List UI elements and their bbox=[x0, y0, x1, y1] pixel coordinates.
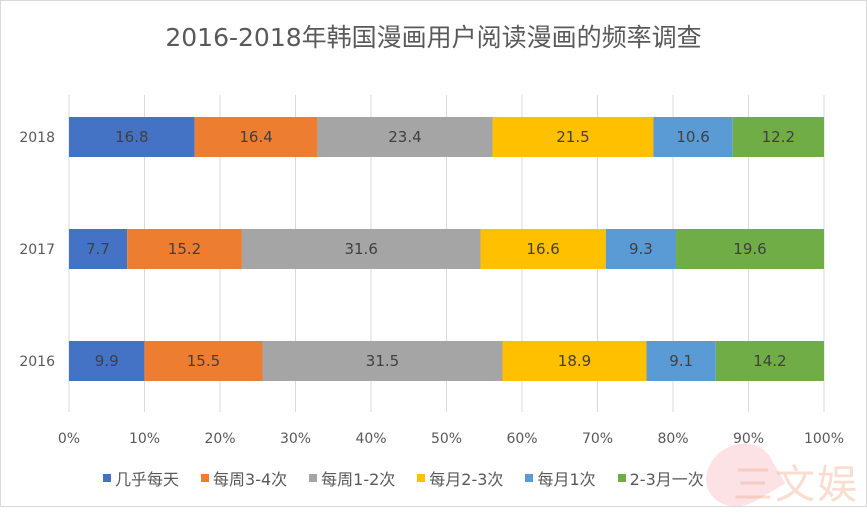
data-label: 15.5 bbox=[187, 352, 220, 370]
bar-segment bbox=[492, 117, 654, 157]
bar-segment bbox=[502, 341, 647, 381]
legend-swatch bbox=[103, 474, 111, 482]
data-label: 9.1 bbox=[669, 352, 693, 370]
data-label: 10.6 bbox=[676, 128, 709, 146]
y-tick-label: 2018 bbox=[19, 130, 55, 146]
legend-swatch bbox=[309, 474, 318, 482]
x-tick-label: 100% bbox=[804, 431, 844, 447]
data-label: 23.4 bbox=[388, 128, 421, 146]
bar-segment bbox=[194, 117, 318, 157]
bar-segment bbox=[69, 229, 128, 269]
legend-label: 几乎每天 bbox=[115, 470, 180, 489]
legend-label: 每月1次 bbox=[537, 470, 596, 489]
legend-label: 每周1-2次 bbox=[321, 470, 396, 489]
bar-segment bbox=[653, 117, 733, 157]
bar-segment bbox=[715, 341, 824, 381]
bar-segment bbox=[144, 341, 263, 381]
plot-area: 0% 10% 20% 30% 40% 50% 60% 70% 80% 90% 100% 2018 16.… bbox=[19, 95, 844, 447]
x-tick-label: 90% bbox=[733, 431, 764, 447]
watermark: 三文娱 bbox=[733, 462, 859, 508]
data-label: 16.8 bbox=[115, 128, 148, 146]
x-tick-label: 10% bbox=[129, 431, 160, 447]
data-label: 12.2 bbox=[762, 128, 795, 146]
legend-item: 2-3月一次 bbox=[617, 466, 704, 490]
bar-segment bbox=[241, 229, 481, 269]
legend-label: 每月2-3次 bbox=[429, 470, 504, 489]
x-tick-label: 30% bbox=[280, 431, 311, 447]
bar-segment bbox=[317, 117, 493, 157]
y-tick-label: 2017 bbox=[19, 242, 55, 258]
bar-segment bbox=[480, 229, 606, 269]
data-label: 19.6 bbox=[733, 240, 766, 258]
x-tick-label: 20% bbox=[204, 431, 235, 447]
x-tick-label: 0% bbox=[58, 431, 80, 447]
bar-segment bbox=[732, 117, 824, 157]
data-label: 7.7 bbox=[86, 240, 110, 258]
bar-segment bbox=[69, 117, 195, 157]
data-label: 14.2 bbox=[753, 352, 786, 370]
legend-item: 每周3-4次 bbox=[201, 466, 287, 490]
legend-label: 2-3月一次 bbox=[629, 470, 704, 489]
data-label: 18.9 bbox=[558, 352, 591, 370]
legend-item: 每月1次 bbox=[525, 466, 596, 490]
legend-item: 每月2-3次 bbox=[417, 466, 503, 490]
data-label: 9.9 bbox=[95, 352, 119, 370]
bar-segment bbox=[69, 341, 145, 381]
legend-label: 每周3-4次 bbox=[213, 470, 288, 489]
chart-title: 2016-2018年韩国漫画用户阅读漫画的频率调查 bbox=[165, 23, 702, 52]
legend: 几乎每天 每周3-4次 每周1-2次 每月2-3次 每月1次 2-3月一次 bbox=[103, 466, 704, 490]
legend-swatch bbox=[417, 474, 426, 482]
data-label: 31.5 bbox=[366, 352, 399, 370]
data-label: 16.6 bbox=[526, 240, 559, 258]
bar-segment bbox=[676, 229, 824, 269]
x-tick-label: 40% bbox=[355, 431, 386, 447]
legend-item: 几乎每天 bbox=[103, 466, 179, 490]
x-tick-label: 70% bbox=[582, 431, 613, 447]
x-tick-label: 50% bbox=[431, 431, 462, 447]
data-label: 21.5 bbox=[556, 128, 589, 146]
x-tick-label: 80% bbox=[657, 431, 688, 447]
legend-swatch bbox=[201, 474, 210, 482]
data-label: 31.6 bbox=[344, 240, 377, 258]
legend-item: 每周1-2次 bbox=[309, 466, 395, 490]
legend-swatch bbox=[617, 474, 626, 482]
x-tick-label: 60% bbox=[506, 431, 537, 447]
data-label: 9.3 bbox=[629, 240, 653, 258]
legend-swatch bbox=[525, 474, 534, 482]
data-label: 16.4 bbox=[239, 128, 272, 146]
bar-segment bbox=[127, 229, 242, 269]
y-tick-label: 2016 bbox=[19, 354, 55, 370]
bar-segment bbox=[646, 341, 716, 381]
bar-segment bbox=[605, 229, 677, 269]
data-label: 15.2 bbox=[168, 240, 201, 258]
bar-segment bbox=[262, 341, 503, 381]
